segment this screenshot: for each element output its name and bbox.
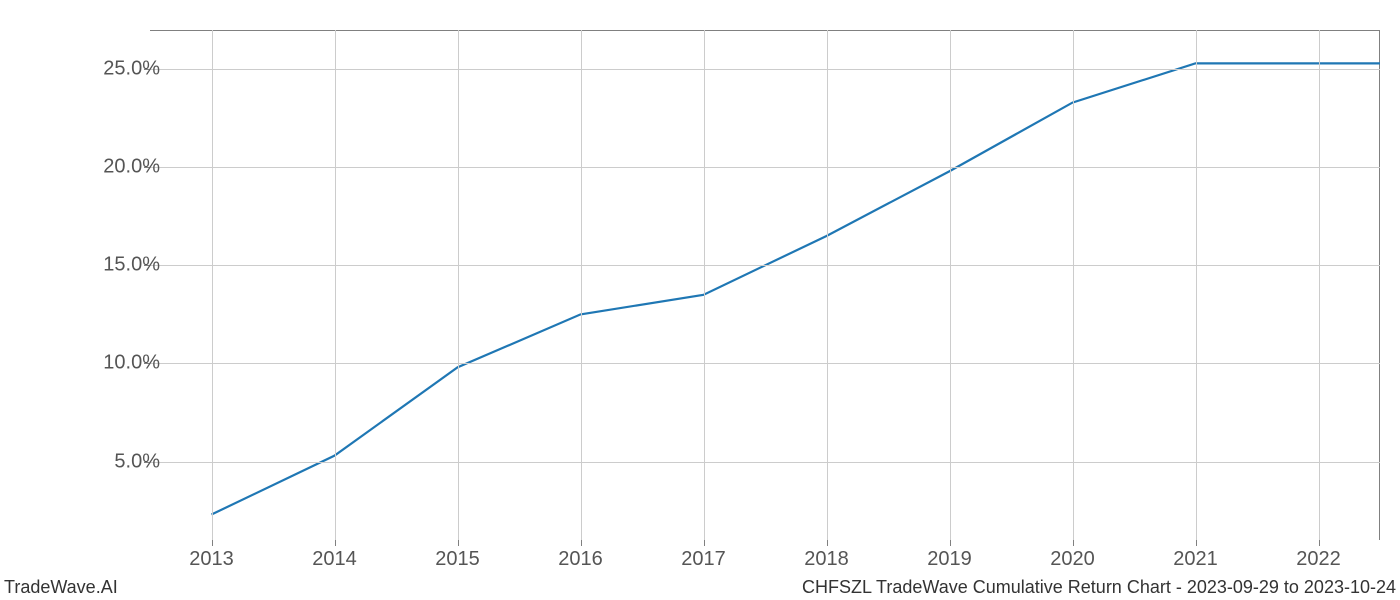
grid-line-vertical	[704, 30, 705, 540]
grid-line-horizontal	[150, 167, 1380, 168]
grid-line-vertical	[581, 30, 582, 540]
x-tick-mark	[212, 540, 213, 546]
x-tick-label: 2016	[558, 548, 603, 571]
grid-line-vertical	[950, 30, 951, 540]
x-tick-label: 2017	[681, 548, 726, 571]
x-tick-mark	[704, 540, 705, 546]
grid-line-horizontal	[150, 363, 1380, 364]
x-tick-label: 2018	[804, 548, 849, 571]
y-tick-label: 25.0%	[50, 58, 160, 81]
x-tick-mark	[1073, 540, 1074, 546]
x-tick-label: 2013	[189, 548, 234, 571]
grid-line-horizontal	[150, 462, 1380, 463]
x-tick-mark	[581, 540, 582, 546]
grid-line-vertical	[335, 30, 336, 540]
footer-caption: CHFSZL TradeWave Cumulative Return Chart…	[802, 577, 1396, 598]
x-tick-label: 2022	[1296, 548, 1341, 571]
grid-line-vertical	[212, 30, 213, 540]
x-tick-label: 2021	[1173, 548, 1218, 571]
x-tick-mark	[458, 540, 459, 546]
x-tick-label: 2020	[1050, 548, 1095, 571]
footer-brand: TradeWave.AI	[4, 577, 118, 598]
y-tick-label: 20.0%	[50, 156, 160, 179]
x-tick-mark	[1196, 540, 1197, 546]
y-tick-label: 10.0%	[50, 352, 160, 375]
x-tick-mark	[1319, 540, 1320, 546]
grid-line-vertical	[458, 30, 459, 540]
y-tick-label: 15.0%	[50, 254, 160, 277]
grid-line-vertical	[1319, 30, 1320, 540]
grid-line-horizontal	[150, 69, 1380, 70]
x-tick-mark	[335, 540, 336, 546]
y-tick-label: 5.0%	[50, 450, 160, 473]
grid-line-vertical	[827, 30, 828, 540]
chart-plot-area	[150, 30, 1380, 540]
grid-line-vertical	[1196, 30, 1197, 540]
grid-line-vertical	[1073, 30, 1074, 540]
grid-line-horizontal	[150, 265, 1380, 266]
x-tick-mark	[950, 540, 951, 546]
x-tick-label: 2014	[312, 548, 357, 571]
data-line	[212, 63, 1381, 514]
x-tick-label: 2019	[927, 548, 972, 571]
x-tick-mark	[827, 540, 828, 546]
x-tick-label: 2015	[435, 548, 480, 571]
